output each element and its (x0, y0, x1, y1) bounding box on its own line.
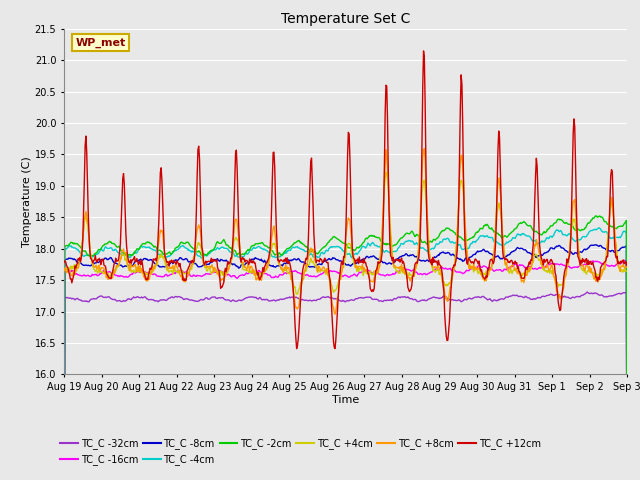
Title: Temperature Set C: Temperature Set C (281, 12, 410, 26)
Text: WP_met: WP_met (76, 37, 125, 48)
Legend: TC_C -32cm, TC_C -16cm, TC_C -8cm, TC_C -4cm, TC_C -2cm, TC_C +4cm, TC_C +8cm, T: TC_C -32cm, TC_C -16cm, TC_C -8cm, TC_C … (56, 434, 545, 469)
X-axis label: Time: Time (332, 395, 359, 405)
Y-axis label: Temperature (C): Temperature (C) (22, 156, 32, 247)
